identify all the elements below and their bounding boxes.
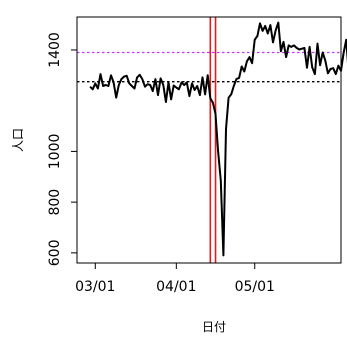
y-tick-label: 1000 [47,134,63,170]
x-axis-title: 日付 [202,320,226,334]
y-tick-label: 800 [47,189,63,216]
y-tick-label: 1400 [47,32,63,68]
y-axis-title: 人口 [11,128,25,152]
reference-lines [77,17,341,263]
series-layer [89,21,347,257]
plot-frame [76,16,342,264]
x-tick-label: 04/01 [156,279,196,295]
x-axis: 03/01 04/01 05/01 [75,263,275,295]
x-tick-label: 03/01 [75,279,115,295]
series-line-1 [89,21,347,257]
y-axis: 600 800 1000 1400 [47,32,77,266]
x-tick-label: 05/01 [235,279,275,295]
y-tick-label: 600 [47,239,63,266]
